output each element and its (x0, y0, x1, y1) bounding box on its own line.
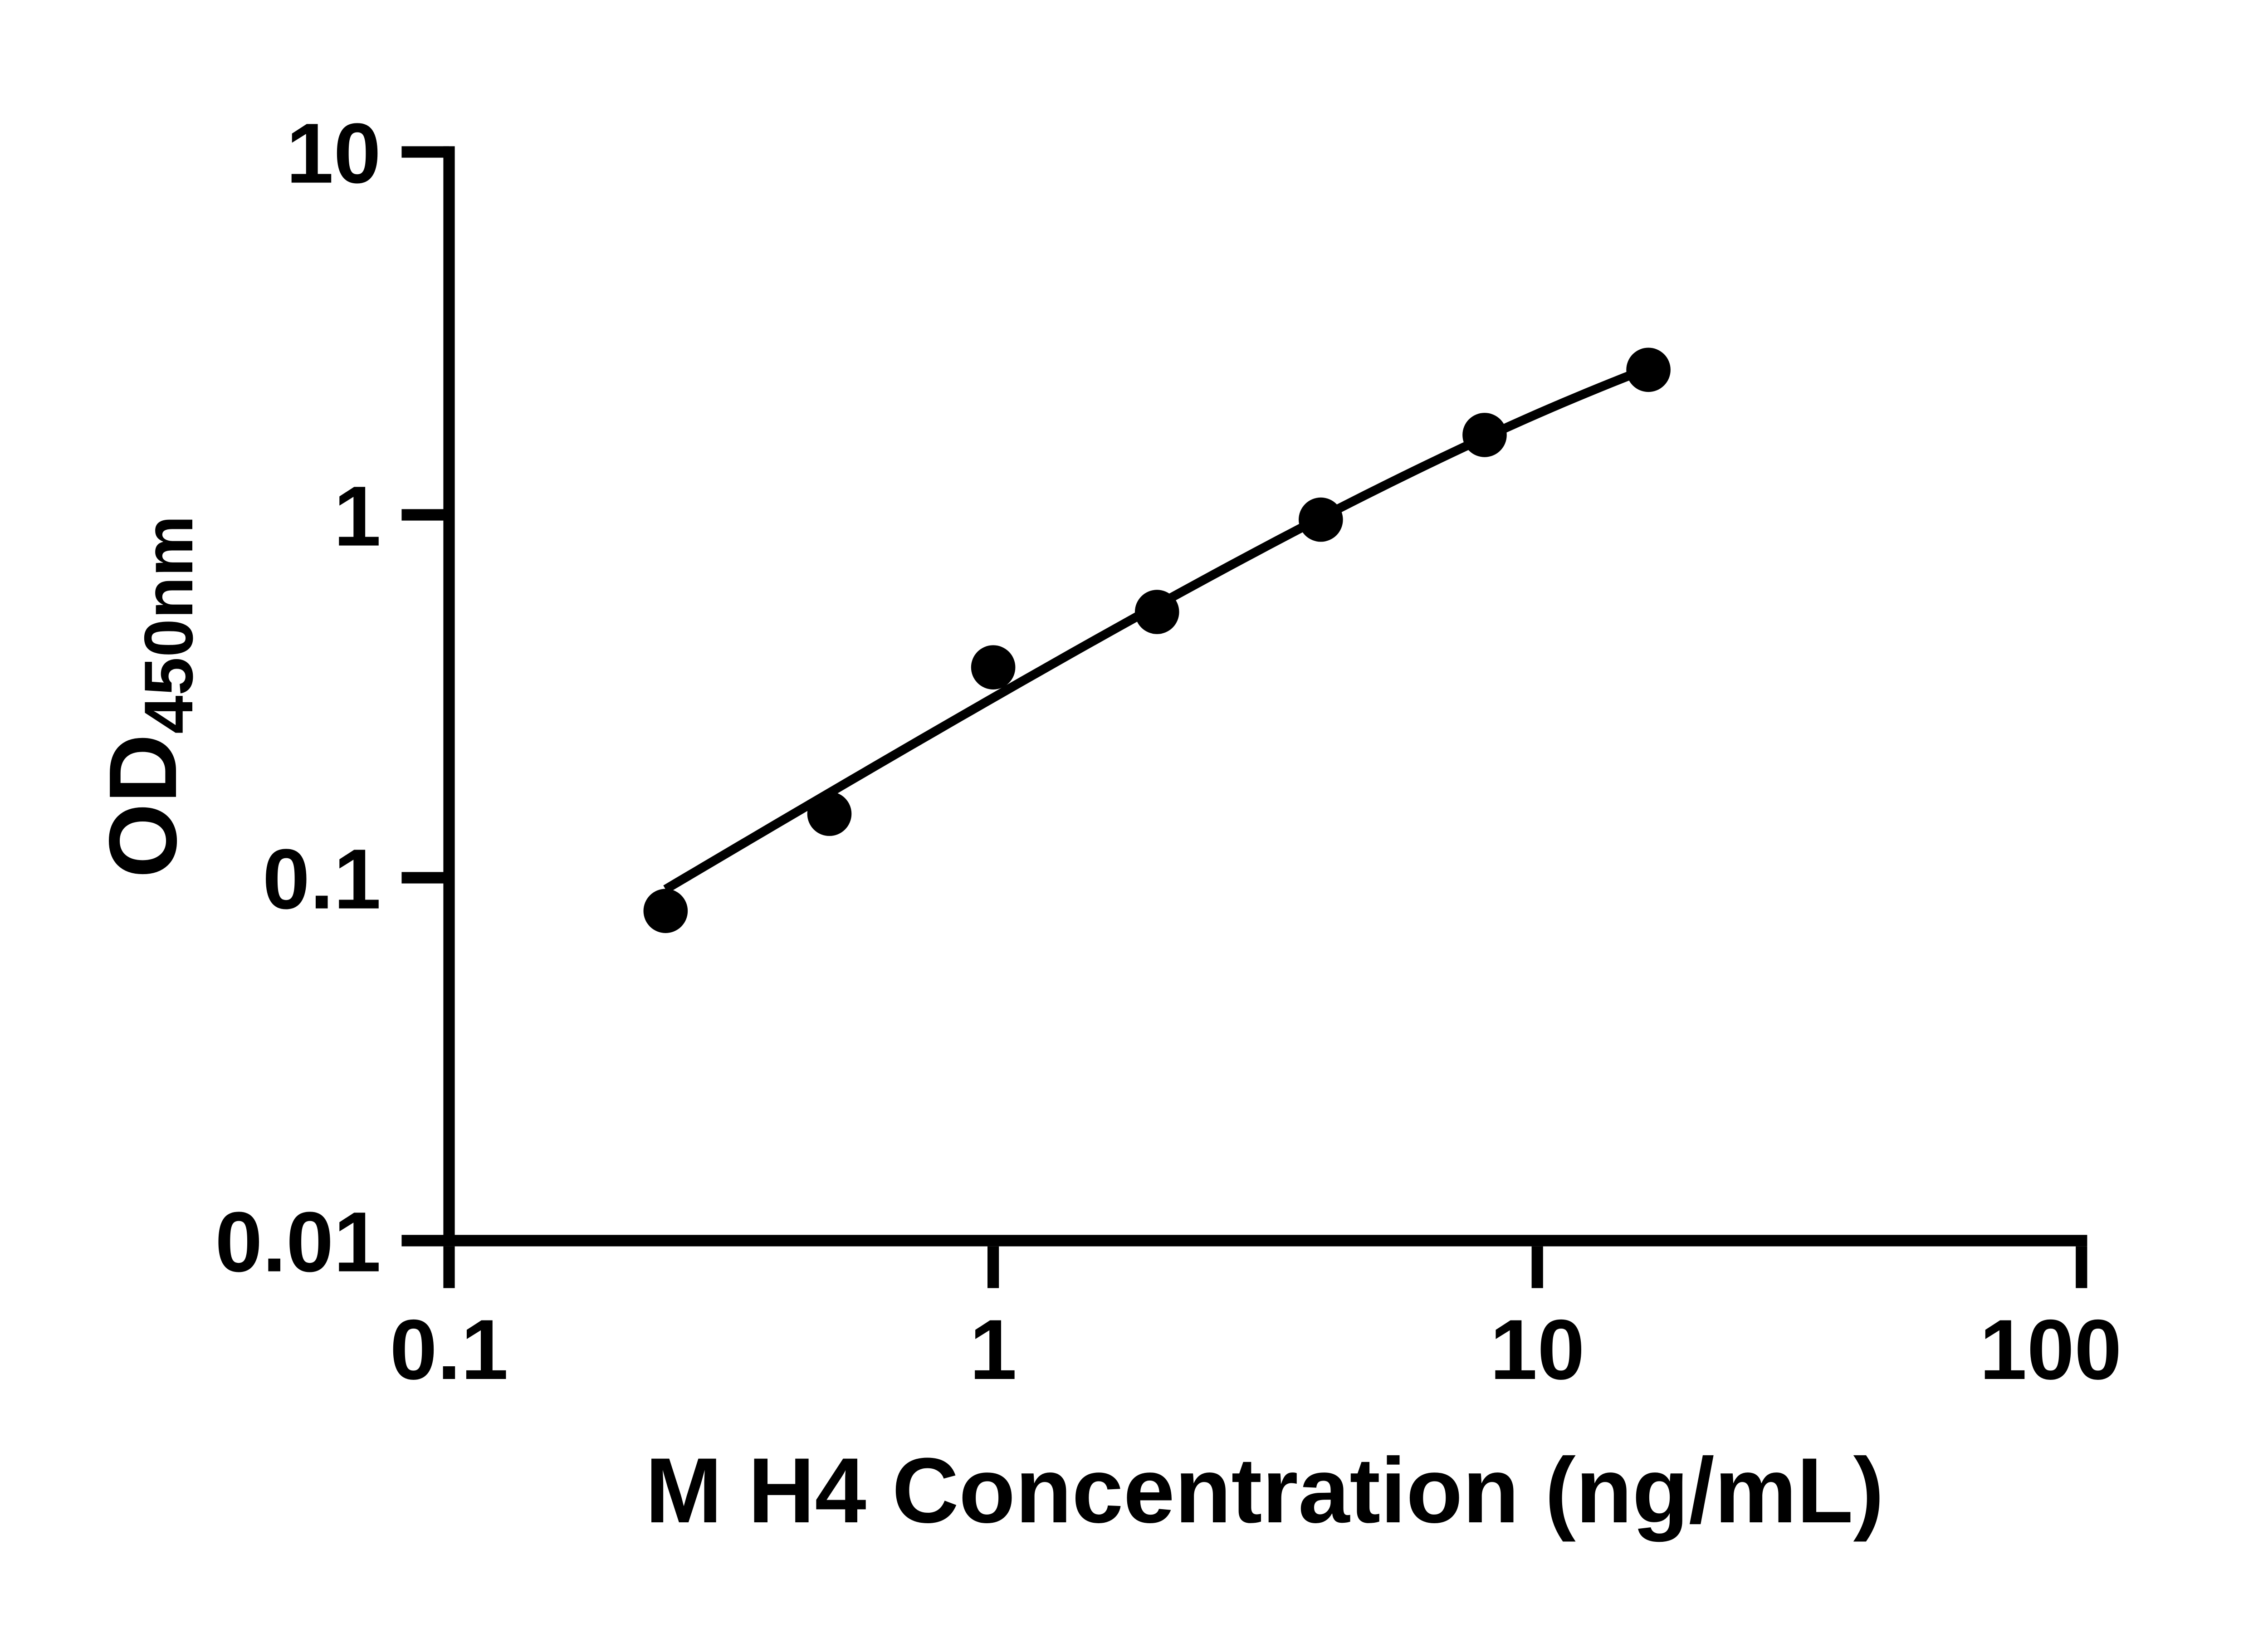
y-tick-label: 1 (333, 469, 381, 564)
data-point (971, 645, 1016, 689)
x-tick-label: 1 (969, 1302, 1017, 1397)
data-point (643, 889, 688, 933)
y-tick-label: 10 (286, 106, 381, 201)
y-tick-label: 0.1 (263, 831, 381, 927)
x-tick-label: 10 (1490, 1302, 1585, 1397)
y-axis-title-main: OD (89, 734, 196, 878)
x-tick-label: 100 (1980, 1302, 2122, 1397)
y-axis-title-subscript: 450nm (130, 515, 207, 734)
x-axis-title: M H4 Concentration (ng/mL) (645, 1439, 1884, 1542)
x-tick-label: 0.1 (390, 1302, 508, 1397)
y-tick-label: 0.01 (215, 1194, 381, 1290)
y-axis-title: OD450nm (89, 515, 207, 878)
fit-curve (663, 364, 1650, 894)
